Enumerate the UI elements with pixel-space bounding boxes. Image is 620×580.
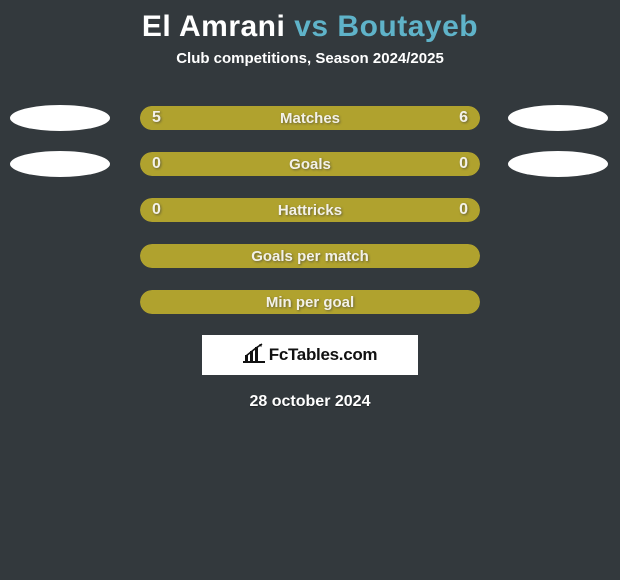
logo-text: FcTables.com xyxy=(269,345,378,365)
comparison-row: 00Hattricks xyxy=(0,187,620,233)
title-player2: Boutayeb xyxy=(337,10,478,43)
bar-background xyxy=(140,244,480,268)
bar-fill-right xyxy=(295,106,480,130)
bar-fill-left xyxy=(140,106,295,130)
jersey-left-icon xyxy=(10,105,110,131)
stat-bar: 00Goals xyxy=(140,152,480,176)
jersey-right-icon xyxy=(508,151,608,177)
page-title: El Amrani vs Boutayeb xyxy=(0,0,620,50)
value-right: 6 xyxy=(459,106,468,130)
logo-box: FcTables.com xyxy=(202,335,418,375)
date: 28 october 2024 xyxy=(0,393,620,411)
subtitle: Club competitions, Season 2024/2025 xyxy=(0,50,620,95)
bar-background xyxy=(140,152,480,176)
value-left: 0 xyxy=(152,198,161,222)
stat-bar: Goals per match xyxy=(140,244,480,268)
comparison-row: Goals per match xyxy=(0,233,620,279)
value-left: 0 xyxy=(152,152,161,176)
stat-bar: Min per goal xyxy=(140,290,480,314)
title-player1: El Amrani xyxy=(142,10,285,43)
chart-icon xyxy=(243,343,265,368)
value-left: 5 xyxy=(152,106,161,130)
jersey-left-icon xyxy=(10,151,110,177)
value-right: 0 xyxy=(459,152,468,176)
stat-bar: 00Hattricks xyxy=(140,198,480,222)
title-vs: vs xyxy=(294,10,328,43)
jersey-right-icon xyxy=(508,105,608,131)
stat-bar: 56Matches xyxy=(140,106,480,130)
bar-background xyxy=(140,290,480,314)
comparison-row: 56Matches xyxy=(0,95,620,141)
comparison-row: Min per goal xyxy=(0,279,620,325)
bar-background xyxy=(140,198,480,222)
comparison-rows: 56Matches00Goals00HattricksGoals per mat… xyxy=(0,95,620,325)
comparison-row: 00Goals xyxy=(0,141,620,187)
value-right: 0 xyxy=(459,198,468,222)
